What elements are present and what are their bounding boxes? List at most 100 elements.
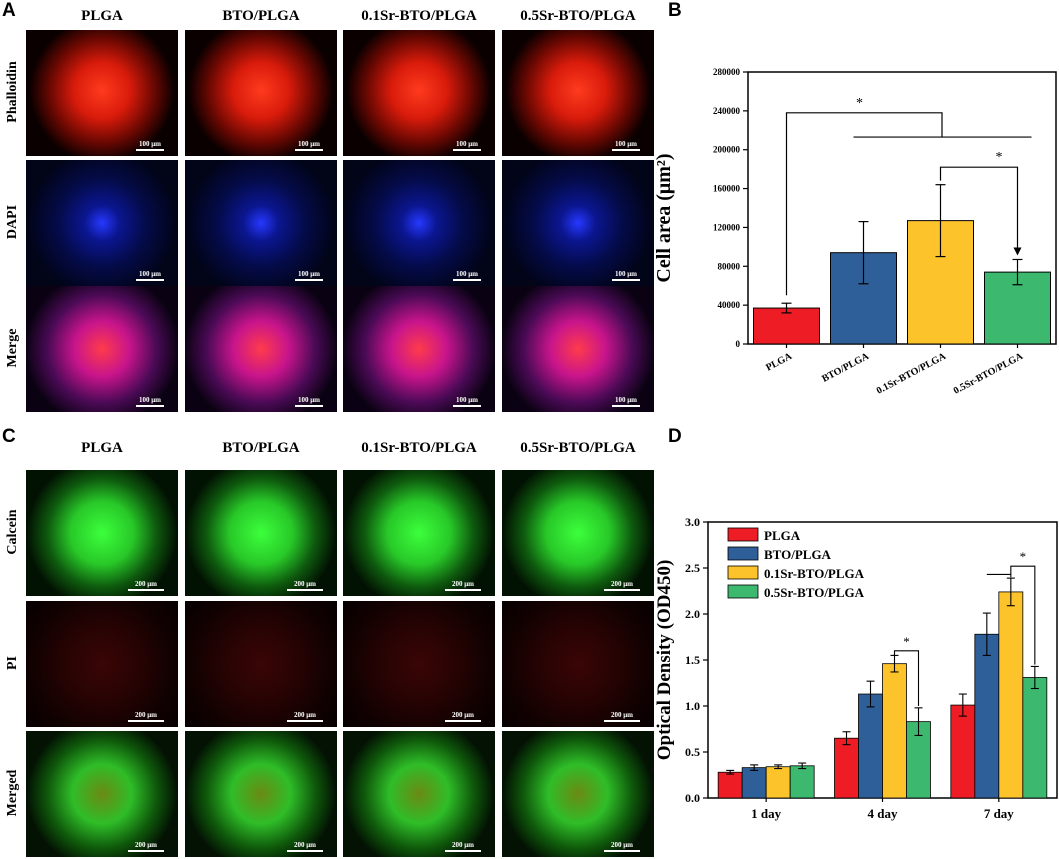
micrograph-tile: 200 μm <box>502 601 654 727</box>
scale-bar-label: 200 μm <box>610 580 634 588</box>
y-tick-label: 280000 <box>713 67 741 77</box>
micrograph-tile: 200 μm <box>185 731 337 857</box>
scale-bar-label: 200 μm <box>610 841 634 849</box>
scale-bar-line <box>604 720 640 722</box>
y-tick-label: 0.0 <box>685 791 700 805</box>
scale-bar-label: 200 μm <box>610 711 634 719</box>
scale-bar: 200 μm <box>445 711 481 722</box>
y-tick-label: 160000 <box>713 184 741 194</box>
y-tick-label: 40000 <box>718 300 741 310</box>
scale-bar-line <box>445 720 481 722</box>
y-tick-label: 1.0 <box>685 699 700 713</box>
significance-marker: * <box>903 634 910 649</box>
column-title: BTO/PLGA <box>222 440 300 456</box>
y-tick-label: 240000 <box>713 106 741 116</box>
y-tick-label: 2.0 <box>685 607 700 621</box>
scale-bar-label: 100 μm <box>297 270 321 278</box>
bar <box>906 721 931 799</box>
scale-bar: 100 μm <box>612 270 640 281</box>
micrograph-tile: 100 μm <box>185 286 337 412</box>
scale-bar: 200 μm <box>287 841 323 852</box>
micrograph-tile: 100 μm <box>502 160 654 286</box>
micrograph-tile: 100 μm <box>343 30 495 156</box>
scale-bar: 100 μm <box>295 270 323 281</box>
row-label: DAPI <box>5 204 20 240</box>
bar <box>830 252 897 345</box>
bar <box>984 271 1051 345</box>
scale-bar-label: 100 μm <box>455 270 479 278</box>
y-tick-label: 200000 <box>713 145 741 155</box>
significance-marker: * <box>996 150 1003 165</box>
scale-bar: 100 μm <box>136 396 164 407</box>
scale-bar: 100 μm <box>612 396 640 407</box>
row-label: PI <box>5 656 20 670</box>
scale-bar: 100 μm <box>136 140 164 151</box>
x-tick-label: 0.1Sr-BTO/PLGA <box>875 351 949 397</box>
legend-label: 0.1Sr-BTO/PLGA <box>764 566 865 581</box>
micrograph-tile: 200 μm <box>185 470 337 596</box>
scale-bar-line <box>128 720 164 722</box>
panel-label-b: B <box>668 0 682 21</box>
column-title: PLGA <box>81 440 123 456</box>
legend-swatch <box>727 584 759 599</box>
scale-bar-label: 200 μm <box>451 580 475 588</box>
bar <box>950 704 976 799</box>
micrograph-tile: 200 μm <box>185 601 337 727</box>
scale-bar: 100 μm <box>453 140 481 151</box>
scale-bar-label: 100 μm <box>138 396 162 404</box>
legend-swatch <box>727 527 759 542</box>
column-title: 0.5Sr-BTO/PLGA <box>520 8 636 24</box>
y-tick-label: 80000 <box>718 261 741 271</box>
arrow-head <box>1013 247 1022 256</box>
bar <box>717 771 743 799</box>
micrograph-tile: 100 μm <box>26 286 178 412</box>
scale-bar-line <box>612 279 640 281</box>
scale-bar-label: 100 μm <box>614 140 638 148</box>
scale-bar: 200 μm <box>287 711 323 722</box>
legend-swatch <box>727 565 759 580</box>
bar <box>1022 677 1048 799</box>
scale-bar-line <box>136 279 164 281</box>
scale-bar-line <box>128 850 164 852</box>
legend-label: BTO/PLGA <box>764 547 832 562</box>
micrograph-tile: 200 μm <box>502 731 654 857</box>
scale-bar-label: 200 μm <box>293 711 317 719</box>
legend-swatch <box>727 546 759 561</box>
scale-bar: 200 μm <box>604 580 640 591</box>
scale-bar-label: 200 μm <box>134 711 158 719</box>
scale-bar-line <box>612 405 640 407</box>
scale-bar-label: 200 μm <box>293 580 317 588</box>
significance-bracket <box>1010 565 1036 665</box>
bar <box>858 693 883 799</box>
scale-bar-line <box>136 149 164 151</box>
x-tick-label: 1 day <box>751 806 781 821</box>
scale-bar-label: 200 μm <box>451 841 475 849</box>
micrograph-tile: 200 μm <box>343 731 495 857</box>
scale-bar: 100 μm <box>453 396 481 407</box>
y-tick-label: 120000 <box>713 222 741 232</box>
panel-label-a: A <box>2 0 16 21</box>
scale-bar: 100 μm <box>136 270 164 281</box>
scale-bar-line <box>445 850 481 852</box>
micrograph-tile: 100 μm <box>26 30 178 156</box>
panel-label-c: C <box>2 426 16 447</box>
scale-bar-line <box>287 720 323 722</box>
micrograph-tile: 100 μm <box>343 286 495 412</box>
scale-bar-label: 200 μm <box>293 841 317 849</box>
x-tick-label: PLGA <box>764 351 794 374</box>
y-tick-label: 2.5 <box>685 561 700 575</box>
scale-bar: 100 μm <box>295 140 323 151</box>
scale-bar-label: 100 μm <box>138 270 162 278</box>
significance-bracket <box>939 166 1019 254</box>
y-axis-label: Optical Density (OD450) <box>654 560 675 761</box>
scale-bar: 200 μm <box>445 841 481 852</box>
scale-bar: 100 μm <box>295 396 323 407</box>
scale-bar-line <box>128 589 164 591</box>
column-title: BTO/PLGA <box>222 8 300 24</box>
bar <box>789 765 815 799</box>
scale-bar: 200 μm <box>128 580 164 591</box>
micrograph-tile: 100 μm <box>502 30 654 156</box>
x-tick-label: BTO/PLGA <box>820 351 871 385</box>
scale-bar-label: 200 μm <box>451 711 475 719</box>
scale-bar-label: 100 μm <box>138 140 162 148</box>
